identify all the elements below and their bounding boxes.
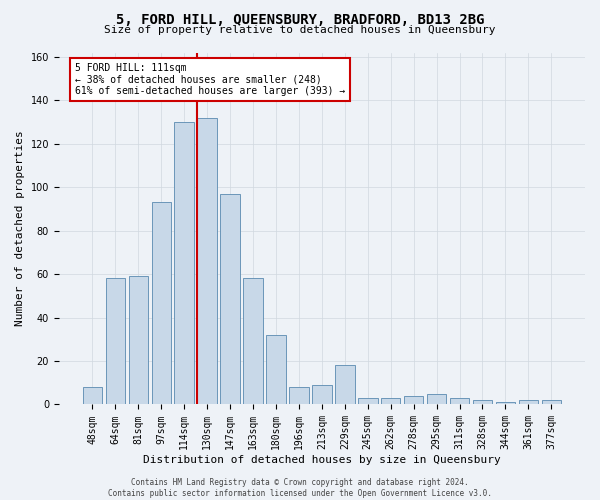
Bar bbox=[381, 398, 400, 404]
Bar bbox=[312, 385, 332, 404]
Bar bbox=[518, 400, 538, 404]
Text: 5 FORD HILL: 111sqm
← 38% of detached houses are smaller (248)
61% of semi-detac: 5 FORD HILL: 111sqm ← 38% of detached ho… bbox=[74, 63, 345, 96]
Bar bbox=[450, 398, 469, 404]
Bar bbox=[83, 387, 102, 404]
X-axis label: Distribution of detached houses by size in Queensbury: Distribution of detached houses by size … bbox=[143, 455, 501, 465]
Bar bbox=[427, 394, 446, 404]
Bar bbox=[289, 387, 308, 404]
Bar bbox=[335, 366, 355, 405]
Text: 5, FORD HILL, QUEENSBURY, BRADFORD, BD13 2BG: 5, FORD HILL, QUEENSBURY, BRADFORD, BD13… bbox=[116, 12, 484, 26]
Y-axis label: Number of detached properties: Number of detached properties bbox=[15, 130, 25, 326]
Bar bbox=[128, 276, 148, 404]
Bar bbox=[542, 400, 561, 404]
Bar bbox=[197, 118, 217, 405]
Bar bbox=[175, 122, 194, 405]
Bar bbox=[496, 402, 515, 404]
Bar bbox=[106, 278, 125, 404]
Bar bbox=[220, 194, 240, 404]
Bar bbox=[266, 335, 286, 404]
Text: Contains HM Land Registry data © Crown copyright and database right 2024.
Contai: Contains HM Land Registry data © Crown c… bbox=[108, 478, 492, 498]
Bar bbox=[473, 400, 492, 404]
Text: Size of property relative to detached houses in Queensbury: Size of property relative to detached ho… bbox=[104, 25, 496, 35]
Bar bbox=[244, 278, 263, 404]
Bar bbox=[404, 396, 424, 404]
Bar bbox=[358, 398, 377, 404]
Bar bbox=[152, 202, 171, 404]
